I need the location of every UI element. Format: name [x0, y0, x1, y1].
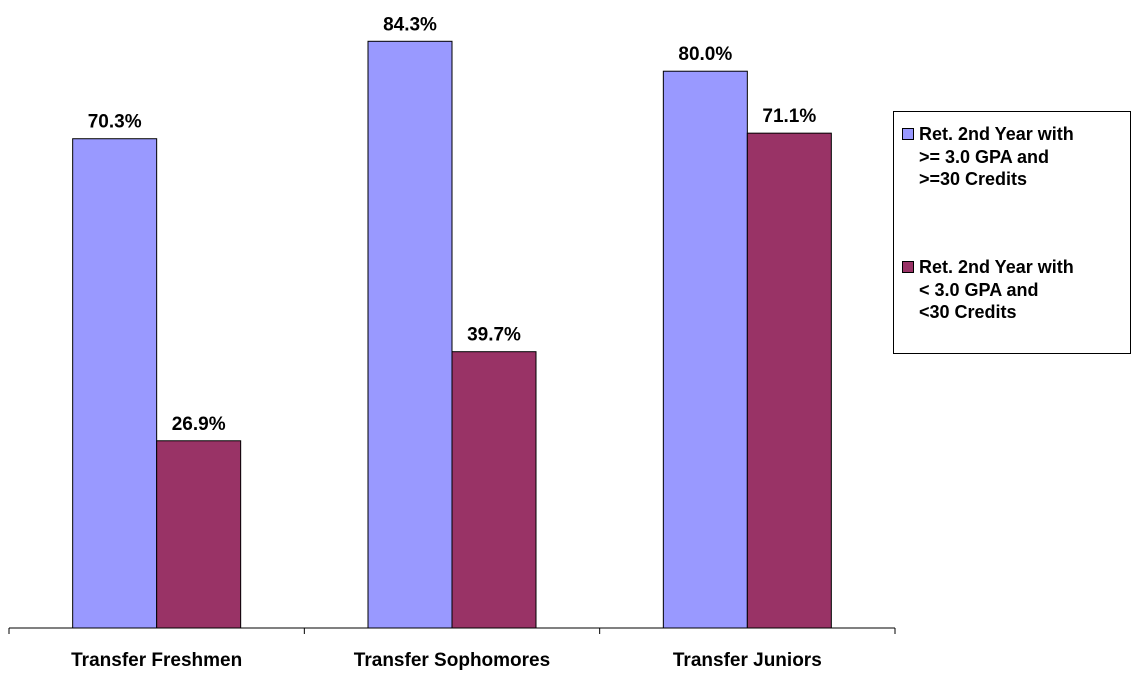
- data-label: 39.7%: [467, 325, 521, 346]
- bar-series-2-transfer-freshmen: [156, 440, 242, 629]
- bars-group: [72, 40, 832, 629]
- value-labels-group: 70.3% 26.9% 84.3% 39.7% 80.0% 71.1%: [88, 14, 817, 434]
- data-label: 80.0%: [678, 44, 732, 65]
- data-label: 70.3%: [88, 112, 142, 133]
- data-label: 84.3%: [383, 14, 437, 35]
- category-label: Transfer Juniors: [673, 650, 822, 671]
- legend-line: Ret. 2nd Year with: [919, 257, 1074, 277]
- legend-line: >= 3.0 GPA and: [919, 146, 1050, 167]
- legend: Ret. 2nd Year with >= 3.0 GPA and >=30 C…: [893, 111, 1131, 354]
- bar-series-1-transfer-freshmen: [72, 138, 158, 629]
- bar-series-1-transfer-sophomores: [367, 40, 453, 629]
- category-labels-group: Transfer Freshmen Transfer Sophomores Tran…: [71, 650, 822, 671]
- bar-series-1-transfer-juniors: [662, 70, 748, 629]
- legend-line: Ret. 2nd Year with: [919, 124, 1074, 144]
- x-axis-ticks: [8, 628, 896, 634]
- bar-series-2-transfer-sophomores: [451, 351, 537, 629]
- category-label: Transfer Sophomores: [354, 650, 550, 671]
- data-label: 71.1%: [762, 106, 816, 127]
- legend-line: >=30 Credits: [919, 169, 1028, 189]
- legend-line: < 3.0 GPA and: [919, 279, 1039, 300]
- bar-series-2-transfer-juniors: [746, 132, 832, 629]
- legend-swatch-series-1: [902, 128, 914, 140]
- category-label: Transfer Freshmen: [71, 650, 242, 671]
- data-label: 26.9%: [172, 414, 226, 435]
- legend-label-series-1: Ret. 2nd Year with >= 3.0 GPA and >=30 C…: [919, 123, 1129, 191]
- legend-swatch-series-2: [902, 261, 914, 273]
- legend-line: <30 Credits: [919, 302, 1017, 322]
- legend-label-series-2: Ret. 2nd Year with < 3.0 GPA and <30 Cre…: [919, 256, 1129, 324]
